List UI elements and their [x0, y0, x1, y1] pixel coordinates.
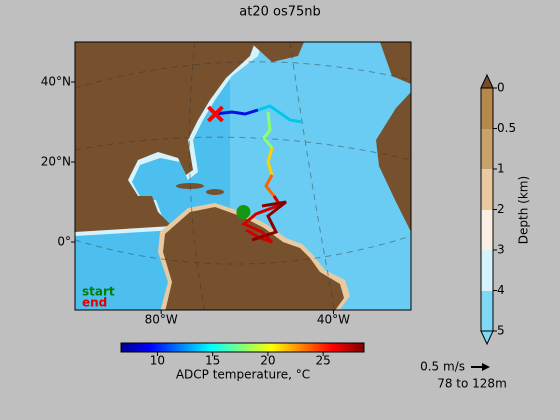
south-america — [163, 207, 344, 310]
lat-tick-label: 40°N — [41, 75, 71, 89]
africa — [376, 92, 411, 232]
depth-tick-label: 0 — [497, 81, 505, 95]
depth-tick-label: 1 — [497, 162, 505, 176]
ship-track — [214, 104, 303, 244]
temperature-tick-label: 15 — [205, 354, 220, 368]
graticule — [75, 42, 411, 310]
vector-depth-range: 78 to 128m — [437, 377, 507, 391]
lon-tick-label: 80°W — [145, 313, 178, 327]
vector-scale-label: 0.5 m/s — [420, 360, 465, 374]
temperature-tick-label: 10 — [150, 354, 165, 368]
title: at20 os75nb — [239, 5, 321, 20]
depth-tick-label: 5 — [497, 324, 505, 338]
temperature-tick-label: 25 — [315, 354, 330, 368]
depth-tick-label: 0.5 — [497, 121, 516, 135]
europe — [380, 42, 411, 84]
map — [75, 42, 411, 310]
depth-colorbar — [480, 73, 494, 346]
island — [206, 189, 224, 195]
temperature-colorbar-label: ADCP temperature, °C — [176, 368, 310, 382]
legend-start: start — [82, 285, 115, 299]
island — [176, 183, 204, 189]
north-america — [75, 42, 255, 232]
map-frame — [74, 41, 412, 311]
start-marker — [236, 205, 251, 219]
lat-tick-label: 0° — [57, 235, 71, 249]
lon-tick-label: 40°W — [317, 313, 350, 327]
legend-end: end — [82, 296, 107, 310]
greenland — [250, 42, 304, 62]
lat-tick-label: 20°N — [41, 155, 71, 169]
depth-tick-label: 2 — [497, 202, 505, 216]
depth-tick-label: 4 — [497, 283, 505, 297]
end-marker — [207, 105, 224, 123]
vector-scale-arrowhead — [482, 363, 490, 371]
temperature-colorbar — [120, 342, 365, 353]
depth-tick-label: 3 — [497, 243, 505, 257]
temperature-tick-label: 20 — [260, 354, 275, 368]
depth-colorbar-label: Depth (km) — [517, 176, 531, 244]
